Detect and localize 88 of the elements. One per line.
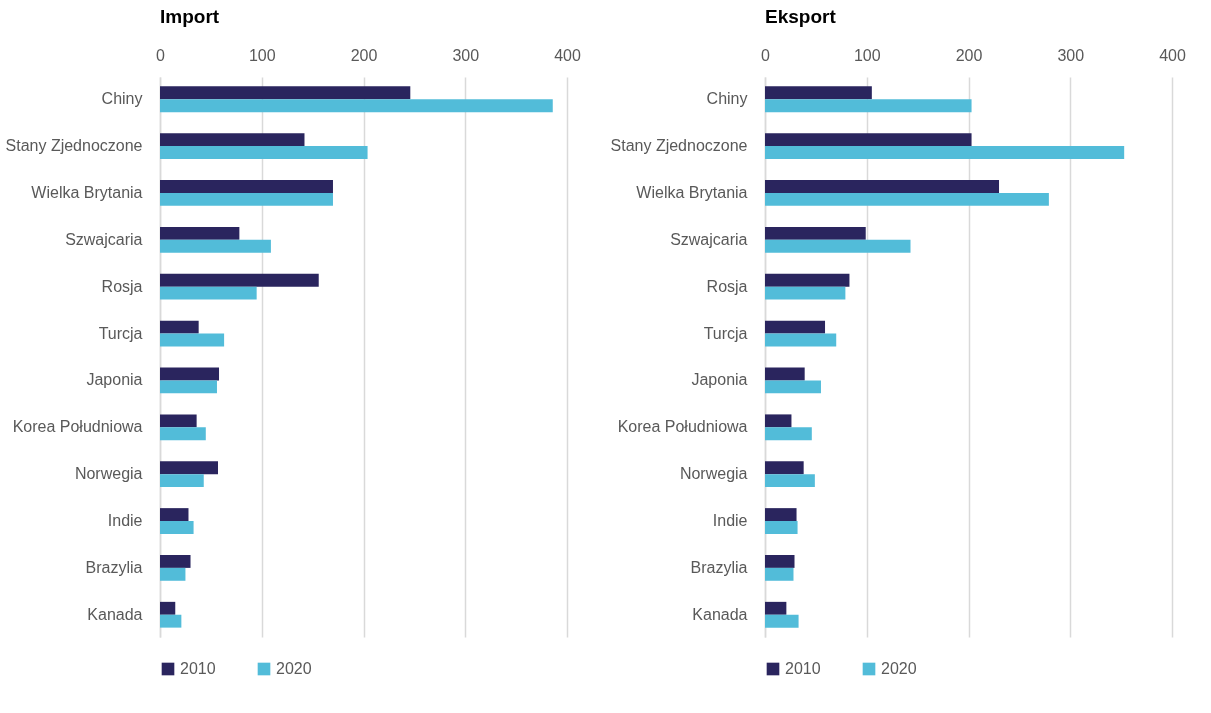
bar: [765, 554, 795, 568]
y-tick-label: Japonia: [691, 371, 748, 389]
x-tick-label: 0: [156, 46, 166, 64]
bar: [765, 133, 972, 147]
bar: [160, 239, 271, 253]
bar: [160, 414, 197, 428]
x-tick-label: 400: [1159, 46, 1186, 64]
y-tick-label: Korea Południowa: [617, 418, 748, 436]
legend-label: 2010: [785, 660, 821, 677]
y-tick-label: Stany Zjednoczone: [5, 137, 143, 155]
bar: [160, 554, 191, 568]
y-tick-label: Indie: [712, 512, 748, 530]
y-tick-label: Wielka Brytania: [636, 183, 748, 201]
y-tick-label: Stany Zjednoczone: [610, 137, 748, 155]
bar: [160, 192, 333, 206]
bar: [160, 427, 206, 441]
bar: [765, 427, 812, 441]
y-tick-label: Szwajcaria: [65, 230, 143, 248]
bar: [765, 601, 787, 615]
x-tick-label: 300: [1057, 46, 1085, 64]
y-tick-label: Norwegia: [74, 465, 143, 483]
y-tick-label: Turcja: [98, 324, 143, 342]
bar: [160, 273, 319, 287]
bar: [765, 521, 798, 534]
y-tick-label: Kanada: [87, 605, 143, 623]
legend-label: 2020: [881, 660, 917, 677]
bar: [765, 367, 805, 381]
bar: [765, 320, 826, 334]
bar: [765, 508, 797, 522]
bar: [160, 521, 194, 534]
y-tick-label: Chiny: [101, 90, 143, 108]
legend-label: 2020: [276, 660, 312, 677]
chart-title: Eksport: [765, 6, 837, 27]
x-tick-label: 200: [350, 46, 378, 64]
y-tick-label: Rosja: [706, 277, 748, 295]
x-tick-label: 300: [452, 46, 480, 64]
bar: [160, 146, 368, 160]
bar: [765, 414, 792, 428]
bar: [765, 146, 1125, 160]
x-tick-label: 0: [761, 46, 771, 64]
y-tick-label: Norwegia: [679, 465, 748, 483]
bar: [160, 226, 240, 240]
y-tick-label: Indie: [107, 512, 143, 530]
bar: [160, 508, 189, 522]
y-tick-label: Rosja: [101, 277, 143, 295]
bar: [765, 192, 1049, 206]
y-tick-label: Brazylia: [85, 558, 143, 576]
bar: [765, 461, 804, 475]
bar: [765, 474, 815, 488]
legend-label: 2010: [180, 660, 216, 677]
bar: [765, 273, 850, 287]
bar: [160, 567, 186, 581]
bar: [765, 226, 866, 240]
bar: [160, 180, 333, 193]
y-tick-label: Brazylia: [690, 558, 748, 576]
y-tick-label: Kanada: [692, 605, 748, 623]
bar: [160, 367, 220, 381]
bar: [160, 99, 553, 113]
bar: [160, 286, 257, 300]
bar: [765, 333, 837, 347]
bar: [765, 239, 911, 253]
y-tick-label: Chiny: [706, 90, 748, 108]
bar: [765, 614, 799, 628]
bar: [765, 286, 846, 300]
x-tick-label: 200: [955, 46, 983, 64]
y-tick-label: Korea Południowa: [12, 418, 143, 436]
bar: [160, 614, 182, 628]
y-tick-label: Turcja: [703, 324, 748, 342]
y-tick-label: Japonia: [86, 371, 143, 389]
bar: [765, 180, 1000, 193]
bar: [160, 601, 176, 615]
bar: [160, 320, 199, 334]
bar: [160, 133, 305, 147]
bar: [160, 380, 217, 394]
bar: [160, 333, 225, 347]
bar: [765, 380, 821, 394]
bar: [160, 86, 411, 100]
bar: [765, 99, 972, 113]
y-tick-label: Szwajcaria: [670, 230, 748, 248]
x-tick-label: 100: [853, 46, 881, 64]
bar: [160, 461, 218, 475]
x-tick-label: 400: [554, 46, 581, 64]
bar: [765, 86, 872, 100]
bar: [160, 474, 204, 488]
x-tick-label: 100: [248, 46, 276, 64]
bar: [765, 567, 794, 581]
y-tick-label: Wielka Brytania: [31, 183, 143, 201]
chart-title: Import: [160, 6, 220, 27]
